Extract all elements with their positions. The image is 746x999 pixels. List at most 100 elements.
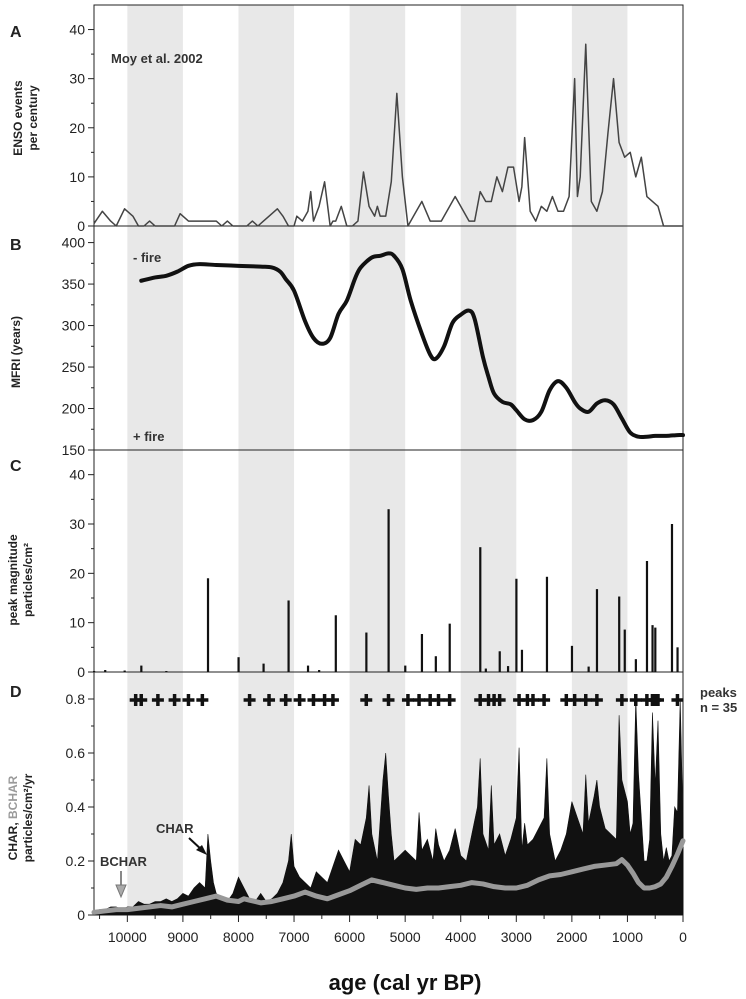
y-tick-label-c: 10 — [69, 615, 85, 631]
peak-magnitude-bar — [498, 651, 501, 672]
peak-magnitude-bar — [587, 666, 590, 672]
panel-letter-c: C — [10, 458, 22, 475]
y-tick-label-d: 0.2 — [66, 853, 86, 869]
shaded-band-1 — [127, 5, 183, 915]
fire-peak-marker — [615, 694, 628, 706]
bchar-series-line — [91, 838, 686, 915]
mfri-series-line — [139, 251, 685, 440]
fire-peak-marker — [279, 694, 292, 706]
y-tick-label-a: 30 — [69, 71, 85, 87]
x-tick-label: 9000 — [167, 929, 198, 945]
x-tick-label: 7000 — [278, 929, 309, 945]
panel-a-enso: 0 10 20 30 40 — [69, 22, 683, 234]
panel-d-char: 0 0.2 0.4 0.6 0.8 — [66, 691, 686, 923]
peak-magnitude-bar — [262, 663, 265, 672]
y-tick-label-a: 10 — [69, 169, 85, 185]
x-tick-label: 1000 — [612, 929, 643, 945]
fire-peak-marker — [326, 694, 339, 706]
y-axis-title-d-line2: particles/cm²/yr — [21, 773, 35, 862]
fire-peak-marker — [526, 694, 539, 706]
fire-peak-marker — [382, 694, 395, 706]
peak-magnitude-bar — [484, 668, 487, 672]
fire-peak-marker — [443, 694, 456, 706]
peak-magnitude-bar — [595, 589, 599, 672]
x-axis-title: age (cal yr BP) — [329, 970, 482, 995]
shaded-band-2 — [238, 5, 295, 915]
shaded-band-3 — [349, 5, 406, 915]
y-tick-label-b: 300 — [62, 318, 86, 334]
y-axis-title-a-line1: ENSO events — [11, 80, 25, 156]
peak-magnitude-bar — [515, 578, 518, 672]
y-tick-label-b: 250 — [62, 359, 86, 375]
y-axis-title-d-char: CHAR, — [6, 819, 20, 860]
peak-magnitude-bar — [93, 671, 96, 672]
peak-magnitude-bar — [618, 596, 621, 672]
peak-magnitude-bar — [670, 524, 674, 672]
fire-peak-marker — [196, 694, 209, 706]
enso-series-line — [93, 43, 683, 227]
fire-peak-marker — [360, 694, 373, 706]
fire-peak-marker — [243, 694, 256, 706]
y-axis-title-b: MFRI (years) — [9, 316, 23, 388]
x-tick-label: 8000 — [223, 929, 254, 945]
char-annotation: CHAR — [156, 821, 194, 836]
y-tick-label-b: 350 — [62, 276, 86, 292]
peak-magnitude-bar — [237, 657, 240, 672]
fire-peak-marker — [590, 694, 603, 706]
fire-peak-marker — [182, 694, 195, 706]
y-tick-label-d: 0 — [77, 907, 85, 923]
peak-magnitude-bar — [448, 623, 451, 672]
peak-magnitude-bar — [506, 666, 510, 672]
fire-peak-marker — [293, 694, 306, 706]
y-tick-label-c: 0 — [77, 664, 85, 680]
peak-magnitude-bar — [404, 665, 407, 672]
x-tick-label: 10000 — [108, 929, 147, 945]
x-tick-label: 6000 — [334, 929, 365, 945]
y-axis-title-c-line2: particles/cm² — [21, 543, 35, 617]
fire-peak-marker — [168, 694, 181, 706]
x-tick-label: 0 — [679, 929, 687, 945]
y-axis-title-a-line2: per century — [26, 85, 40, 151]
fire-peak-marker — [135, 694, 148, 706]
peak-magnitude-bar — [365, 632, 368, 672]
peak-magnitude-bar — [570, 645, 574, 672]
char-series-area — [93, 698, 684, 916]
plus-fire-annotation: + fire — [133, 429, 164, 444]
fire-peak-marker — [307, 694, 320, 706]
bchar-annotation: BCHAR — [100, 854, 148, 869]
x-tick-label: 5000 — [390, 929, 421, 945]
peak-magnitude-bar — [545, 576, 549, 672]
y-axis-title-d-line1: CHAR, BCHAR — [6, 775, 20, 860]
fire-peak-marker — [538, 694, 551, 706]
peak-magnitude-bar — [287, 600, 290, 672]
y-tick-label-d: 0.4 — [66, 799, 86, 815]
peak-magnitude-bar — [140, 665, 143, 672]
x-tick-label: 4000 — [445, 929, 476, 945]
fire-peak-marker — [432, 694, 445, 706]
peak-magnitude-bar — [334, 615, 337, 672]
shaded-band-4 — [460, 5, 517, 915]
peak-magnitude-bar — [387, 509, 390, 672]
y-axis-title-d-bchar: BCHAR — [6, 775, 20, 819]
peak-magnitude-bar — [165, 671, 168, 672]
fire-peak-marker — [151, 694, 164, 706]
peak-magnitude-bar — [634, 659, 637, 672]
fire-peak-marker — [629, 694, 642, 706]
peak-magnitude-bar — [676, 647, 679, 672]
x-tick-label: 2000 — [556, 929, 587, 945]
peak-magnitude-bar — [104, 670, 107, 672]
fire-peak-marker — [401, 694, 414, 706]
y-tick-label-c: 30 — [69, 516, 85, 532]
y-tick-label-b: 150 — [62, 442, 86, 458]
peak-magnitude-bar — [520, 649, 524, 672]
panel-b-mfri: 150 200 250 300 350 400 — [62, 235, 685, 458]
peak-magnitude-bar — [623, 629, 626, 672]
y-tick-label-c: 20 — [69, 565, 85, 581]
peaks-label: peaks — [700, 685, 737, 700]
fire-peak-marker — [263, 694, 276, 706]
fire-peak-marker — [568, 694, 581, 706]
source-annotation: Moy et al. 2002 — [111, 51, 203, 66]
char-arrow — [188, 837, 207, 855]
peak-magnitude-bar — [206, 578, 210, 672]
